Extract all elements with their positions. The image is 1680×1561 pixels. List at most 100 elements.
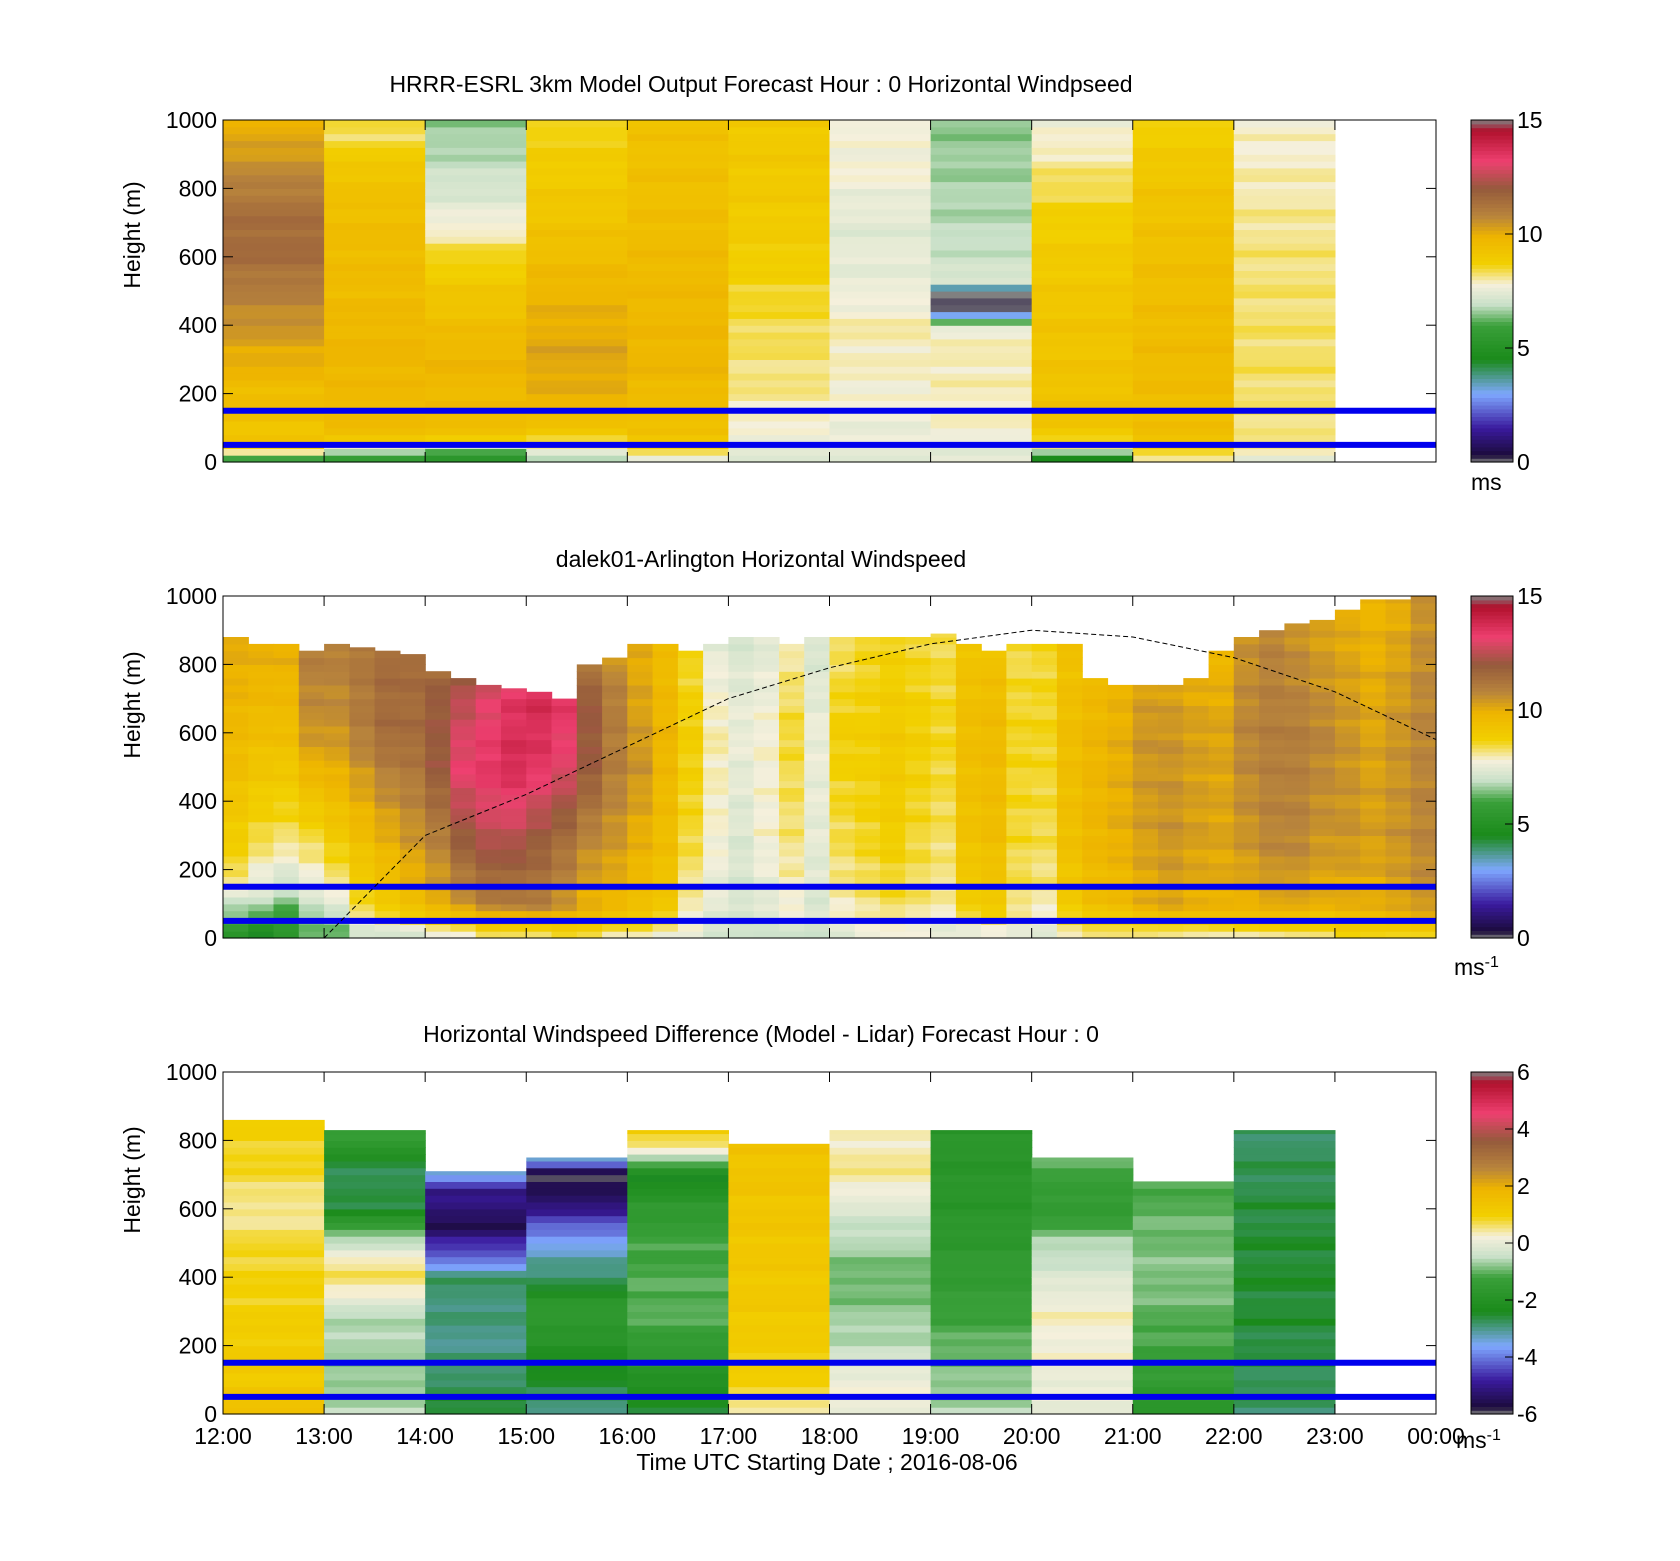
heat-cell [1031, 1202, 1134, 1210]
heat-cell [753, 828, 780, 836]
y-axis-label: Height (m) [119, 1126, 145, 1233]
heat-cell [324, 657, 350, 665]
heat-cell [627, 345, 729, 354]
heat-cell [880, 862, 906, 871]
heat-cell [425, 1208, 527, 1217]
heat-cell [1158, 705, 1184, 713]
heat-cell [1233, 862, 1260, 871]
heat-cell [1284, 623, 1311, 631]
heat-cell [1410, 842, 1437, 850]
heat-cell [854, 869, 881, 877]
heat-cell [223, 1297, 325, 1306]
heat-cell [677, 664, 704, 672]
heat-cell [1360, 828, 1387, 836]
heat-cell [324, 263, 426, 271]
heat-cell [930, 924, 957, 932]
heat-cell [324, 1407, 426, 1415]
heat-cell [829, 250, 932, 258]
heat-cell [804, 869, 831, 877]
heat-cell [374, 726, 401, 734]
heat-cell [1183, 712, 1210, 720]
heat-cell [1284, 773, 1311, 782]
heat-cell [1284, 897, 1311, 905]
heat-cell [1309, 801, 1336, 809]
heat-cell [1006, 753, 1033, 761]
heat-cell [576, 828, 603, 836]
heat-cell [273, 726, 300, 734]
heat-cell [1031, 698, 1058, 706]
heat-cell [829, 732, 856, 741]
heat-cell [526, 739, 553, 747]
heat-cell [627, 1202, 729, 1210]
heat-cell [1183, 876, 1210, 884]
heat-cell [1233, 1352, 1336, 1360]
heat-cell [1284, 787, 1311, 795]
heat-cell [779, 719, 805, 727]
heat-cell [475, 876, 502, 884]
heat-cell [829, 876, 856, 884]
heat-cell [981, 814, 1007, 823]
heat-cell [1233, 753, 1260, 761]
heat-cell [324, 924, 350, 932]
heat-cell [1385, 726, 1412, 734]
heat-cell [930, 698, 957, 706]
colorbar-band [1471, 1136, 1513, 1141]
colorbar-band [1471, 1087, 1513, 1092]
heat-cell [677, 657, 704, 665]
heat-cell [627, 126, 729, 135]
heat-cell [1031, 154, 1134, 162]
heat-cell [728, 195, 831, 203]
heat-cell [526, 434, 628, 442]
heat-cell [1233, 1188, 1336, 1196]
heat-cell [1031, 780, 1058, 789]
heat-cell [930, 719, 957, 727]
heat-cell [223, 1195, 325, 1203]
heat-cell [223, 126, 325, 135]
heat-cell [1158, 808, 1184, 816]
heat-cell [248, 876, 275, 884]
heat-cell [374, 821, 401, 830]
heat-cell [753, 780, 780, 789]
heat-cell [223, 359, 325, 367]
heat-cell [779, 773, 805, 782]
heat-cell [728, 1379, 831, 1388]
heat-cell [324, 1202, 426, 1210]
heat-cell [1031, 760, 1058, 768]
heat-cell [602, 664, 628, 672]
heat-cell [1183, 691, 1210, 700]
heat-cell [526, 188, 628, 196]
heat-cell [324, 732, 350, 741]
heat-cell [1334, 623, 1361, 631]
heat-cell [930, 1208, 1033, 1217]
heat-cell [223, 855, 249, 864]
heat-cell [728, 1143, 831, 1148]
heat-cell [374, 678, 401, 686]
heat-cell [652, 732, 679, 741]
heat-cell [779, 732, 805, 741]
heat-cell [223, 773, 249, 782]
heat-cell [1183, 732, 1210, 741]
heat-cell [829, 767, 856, 775]
heat-cell [930, 345, 1033, 354]
heat-cell [753, 897, 780, 905]
colorbar-band [1471, 915, 1513, 920]
heat-cell [1309, 780, 1336, 789]
heat-cell [1031, 924, 1058, 932]
heat-cell [728, 208, 831, 217]
heat-cell [1107, 890, 1134, 898]
heat-cell [223, 1174, 325, 1182]
heat-cell [399, 862, 426, 871]
heat-cell [728, 910, 755, 918]
heat-cell [1309, 650, 1336, 659]
heat-cell [1132, 325, 1235, 333]
colorbar-band [1471, 599, 1513, 605]
heat-cell [1208, 732, 1235, 741]
heat-cell [955, 814, 982, 823]
heat-cell [526, 1256, 628, 1265]
heat-cell [1183, 869, 1210, 877]
heat-cell [829, 705, 856, 713]
heat-cell [703, 787, 729, 795]
heat-cell [1031, 215, 1134, 224]
heat-cell [450, 794, 477, 802]
heat-cell [1132, 1407, 1235, 1415]
